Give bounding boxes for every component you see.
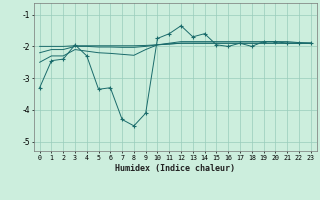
X-axis label: Humidex (Indice chaleur): Humidex (Indice chaleur) [115, 164, 235, 173]
